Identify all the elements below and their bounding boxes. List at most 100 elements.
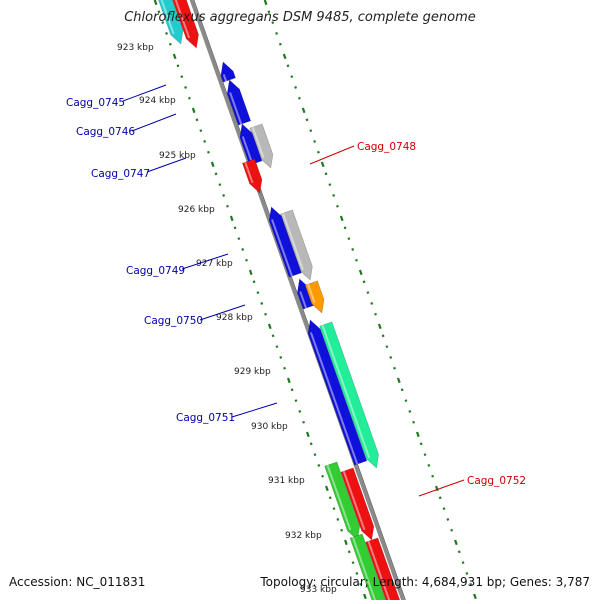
gene-label: Cagg_0745 bbox=[66, 97, 125, 109]
tick-mark bbox=[264, 312, 267, 316]
tick-mark bbox=[263, 0, 268, 6]
tick-mark bbox=[184, 86, 187, 89]
gene-label: Cagg_0749 bbox=[126, 265, 185, 277]
tick-mark bbox=[343, 226, 347, 230]
gene-arrow bbox=[226, 79, 252, 126]
tick-mark bbox=[320, 161, 325, 168]
tick-mark bbox=[351, 248, 355, 251]
gene-highlight bbox=[251, 126, 265, 159]
tick-mark bbox=[294, 399, 298, 403]
tick-mark bbox=[237, 237, 241, 241]
gene-highlight bbox=[229, 92, 243, 125]
gene-highlight bbox=[160, 0, 175, 35]
tick-mark bbox=[271, 21, 275, 25]
tick-mark bbox=[324, 172, 328, 176]
tick-mark bbox=[241, 248, 245, 251]
tick-mark bbox=[355, 258, 358, 262]
tick-mark bbox=[210, 161, 215, 168]
scale-label: 928 kbp bbox=[216, 313, 253, 323]
tick-mark bbox=[325, 485, 329, 492]
gene-label: Cagg_0750 bbox=[144, 315, 203, 327]
gene-arrow bbox=[172, 0, 199, 49]
gene-label: Cagg_0748 bbox=[357, 141, 416, 153]
gene-leader-line bbox=[131, 113, 177, 132]
tick-mark bbox=[423, 453, 427, 457]
scale-label: 925 kbp bbox=[159, 151, 196, 161]
tick-mark bbox=[278, 42, 282, 46]
tick-mark bbox=[305, 118, 309, 122]
gene-arrow bbox=[340, 467, 375, 541]
scale-label: 930 kbp bbox=[251, 422, 288, 432]
tick-mark bbox=[381, 334, 385, 338]
tick-mark bbox=[377, 323, 382, 330]
gene-highlight bbox=[271, 219, 293, 277]
tick-mark bbox=[344, 539, 348, 546]
tick-mark bbox=[172, 53, 177, 60]
tick-mark bbox=[203, 140, 207, 143]
gene-label: Cagg_0747 bbox=[91, 168, 150, 180]
tick-mark bbox=[321, 474, 325, 478]
gene-highlight bbox=[222, 74, 228, 82]
tick-mark bbox=[362, 280, 366, 284]
scale-label: 932 kbp bbox=[285, 531, 322, 541]
tick-mark bbox=[283, 366, 286, 370]
tick-mark bbox=[214, 172, 218, 176]
tick-mark bbox=[427, 464, 431, 467]
tick-mark bbox=[275, 32, 278, 35]
tick-mark bbox=[176, 64, 180, 68]
tick-mark bbox=[332, 507, 336, 511]
tick-mark bbox=[419, 442, 423, 446]
tick-mark bbox=[294, 86, 297, 89]
sequence-backbone bbox=[189, 0, 407, 604]
tick-mark bbox=[457, 550, 461, 554]
gene-leader-line bbox=[199, 304, 246, 321]
gene-leader-line bbox=[309, 145, 355, 165]
gene-highlight bbox=[321, 324, 371, 459]
tick-mark bbox=[275, 345, 279, 349]
tick-mark bbox=[282, 53, 287, 60]
tick-mark bbox=[389, 356, 393, 359]
tick-mark bbox=[290, 75, 294, 79]
tick-mark bbox=[359, 582, 363, 586]
tick-mark bbox=[286, 377, 291, 384]
tick-mark bbox=[248, 269, 253, 276]
tick-mark bbox=[446, 518, 450, 521]
tick-mark bbox=[157, 10, 161, 14]
gene-highlight bbox=[367, 540, 392, 604]
gene-highlight bbox=[299, 291, 308, 309]
tick-mark bbox=[226, 204, 229, 208]
scale-label: 927 kbp bbox=[196, 259, 233, 269]
gene-arrow bbox=[324, 461, 361, 541]
tick-mark bbox=[340, 528, 344, 532]
gene-highlight bbox=[309, 332, 359, 465]
tick-mark bbox=[279, 356, 283, 359]
tick-mark bbox=[286, 64, 290, 68]
tick-mark bbox=[195, 118, 199, 122]
scale-label: 923 kbp bbox=[117, 43, 154, 53]
gene-leader-line bbox=[146, 157, 187, 173]
map-title: Chloroflexus aggregans DSM 9485, complet… bbox=[124, 10, 476, 25]
gene-arrow bbox=[220, 61, 236, 83]
tick-mark bbox=[267, 323, 272, 330]
tick-mark bbox=[191, 107, 196, 114]
tick-mark bbox=[187, 96, 191, 100]
tick-mark bbox=[347, 550, 351, 554]
gene-leader-line bbox=[231, 402, 278, 418]
tick-mark bbox=[408, 410, 412, 413]
scale-label: 929 kbp bbox=[234, 367, 271, 377]
tick-mark bbox=[404, 399, 408, 403]
tick-mark bbox=[165, 32, 168, 35]
tick-mark bbox=[454, 539, 458, 546]
scale-label: 931 kbp bbox=[268, 476, 305, 486]
gene-arrow bbox=[319, 321, 379, 469]
tick-mark bbox=[363, 593, 367, 600]
tick-mark bbox=[431, 474, 435, 478]
tick-mark bbox=[309, 442, 313, 446]
tick-mark bbox=[309, 129, 313, 133]
gene-arrow bbox=[158, 0, 184, 45]
tick-mark bbox=[271, 334, 275, 338]
tick-mark bbox=[385, 345, 389, 349]
tick-mark bbox=[465, 572, 469, 575]
